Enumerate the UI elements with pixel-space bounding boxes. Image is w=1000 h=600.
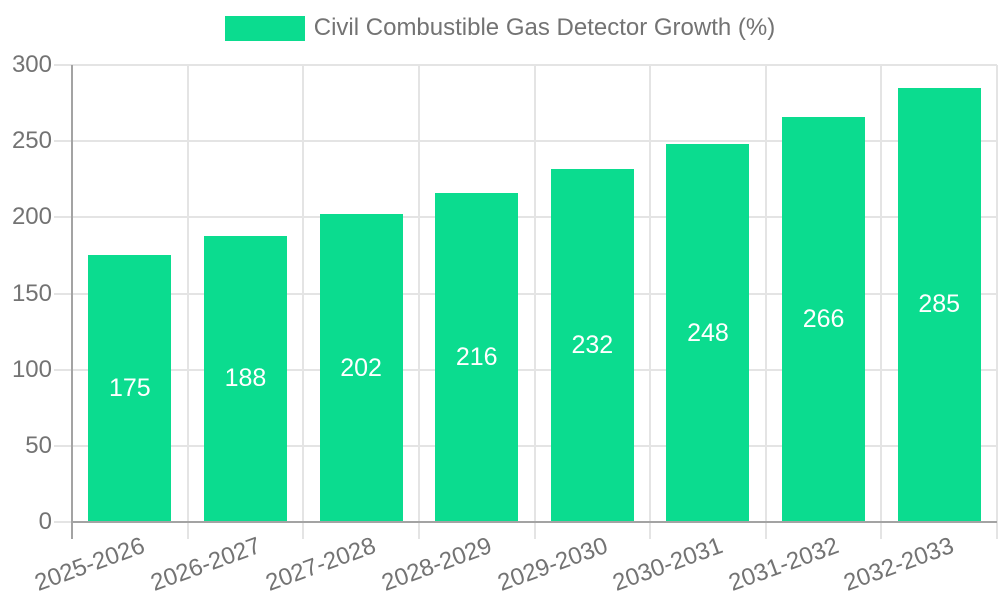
- x-tick-label: 2025-2026: [31, 532, 149, 597]
- h-gridline: [54, 140, 997, 143]
- x-tick-label: 2030-2031: [609, 532, 727, 597]
- x-axis-line: [71, 521, 997, 523]
- x-tick-label: 2027-2028: [262, 532, 380, 597]
- legend-label: Civil Combustible Gas Detector Growth (%…: [313, 14, 776, 41]
- v-gridline: [764, 65, 767, 539]
- x-tick-label: 2031-2032: [725, 532, 843, 597]
- bar: 232: [550, 168, 634, 522]
- bar-value-label: 216: [455, 342, 498, 371]
- v-gridline: [649, 65, 652, 539]
- y-tick-label: 200: [11, 203, 52, 231]
- x-tick-label: 2029-2030: [493, 532, 611, 597]
- v-gridline: [186, 65, 189, 539]
- legend: Civil Combustible Gas Detector Growth (%…: [0, 14, 1000, 42]
- x-tick-label: 2032-2033: [840, 532, 958, 597]
- v-gridline: [302, 65, 305, 539]
- y-tick-label: 50: [25, 431, 52, 459]
- v-gridline: [880, 65, 883, 539]
- bar-value-label: 232: [571, 330, 614, 359]
- bar-value-label: 285: [918, 290, 961, 319]
- h-gridline: [54, 216, 997, 219]
- bar-value-label: 188: [224, 364, 267, 393]
- bar: 266: [782, 116, 866, 522]
- bar-value-label: 248: [687, 318, 729, 347]
- v-gridline: [996, 65, 998, 539]
- h-gridline: [54, 368, 997, 371]
- bar: 188: [203, 235, 287, 522]
- bar: 285: [897, 87, 981, 522]
- y-axis-line: [71, 65, 73, 539]
- y-tick-label: 0: [38, 508, 52, 535]
- y-tick-label: 150: [11, 279, 52, 307]
- y-tick-label: 100: [11, 355, 52, 383]
- bar: 202: [319, 214, 403, 522]
- y-tick-label: 300: [11, 51, 52, 78]
- bar: 216: [435, 192, 519, 522]
- legend-swatch: [224, 15, 305, 41]
- h-gridline: [54, 444, 997, 447]
- v-gridline: [417, 65, 420, 539]
- h-gridline: [54, 292, 997, 295]
- h-gridline: [54, 64, 997, 66]
- x-tick-label: 2026-2027: [146, 532, 264, 597]
- v-gridline: [533, 65, 536, 539]
- x-tick-label: 2028-2029: [378, 532, 496, 597]
- bar: 175: [88, 255, 172, 522]
- bar-value-label: 266: [802, 304, 845, 333]
- bar: 248: [666, 144, 750, 522]
- bar-value-label: 175: [108, 374, 151, 403]
- bar-value-label: 202: [340, 353, 382, 382]
- y-tick-label: 250: [11, 127, 52, 155]
